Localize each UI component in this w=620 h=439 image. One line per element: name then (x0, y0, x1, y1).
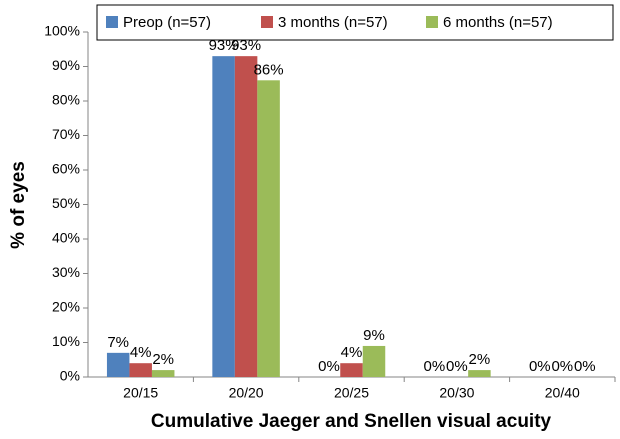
data-label: 93% (209, 37, 239, 54)
data-label: 0% (574, 358, 596, 375)
data-label: 0% (529, 358, 551, 375)
y-tick-label: 40% (52, 230, 80, 246)
bar (468, 370, 491, 377)
data-label: 2% (152, 351, 174, 368)
legend-box (96, 4, 614, 41)
bar (257, 80, 280, 378)
data-label: 0% (551, 358, 573, 375)
x-tick-label: 20/20 (229, 385, 264, 401)
data-label: 4% (130, 344, 152, 361)
y-tick-label: 70% (52, 126, 80, 142)
data-label: 2% (469, 351, 491, 368)
y-tick-label: 90% (52, 57, 80, 73)
bar (129, 363, 152, 377)
y-axis-label: % of eyes (8, 161, 29, 249)
data-label: 4% (341, 344, 363, 361)
x-tick-label: 20/40 (545, 385, 580, 401)
data-label: 86% (254, 61, 284, 78)
bar (151, 370, 175, 377)
legend-swatch (426, 16, 438, 28)
y-tick-label: 100% (44, 23, 80, 39)
x-tick-label: 20/30 (439, 385, 474, 401)
legend-swatch (106, 16, 118, 28)
x-axis-label: Cumulative Jaeger and Snellen visual acu… (151, 411, 552, 432)
x-tick-label: 20/15 (123, 385, 158, 401)
legend-label: 6 months (n=57) (443, 14, 553, 31)
data-label: 0% (318, 358, 340, 375)
x-tick-label: 20/25 (334, 385, 369, 401)
data-label: 0% (446, 358, 468, 375)
bar (212, 56, 235, 378)
y-tick-label: 80% (52, 92, 80, 108)
y-tick-label: 10% (52, 333, 80, 349)
y-tick-label: 60% (52, 161, 80, 177)
data-label: 9% (363, 327, 385, 344)
bar (234, 56, 258, 378)
y-tick-label: 20% (52, 299, 80, 315)
data-label: 93% (231, 37, 261, 54)
y-tick-label: 30% (52, 264, 80, 280)
bar (340, 363, 363, 377)
legend-label: 3 months (n=57) (278, 14, 388, 31)
legend-label: Preop (n=57) (123, 14, 211, 31)
bar (106, 352, 130, 377)
legend-swatch (261, 16, 273, 28)
data-label: 7% (107, 334, 129, 351)
y-tick-label: 50% (52, 195, 80, 211)
y-tick-label: 0% (60, 368, 80, 384)
data-label: 0% (424, 358, 446, 375)
bar (362, 345, 386, 377)
